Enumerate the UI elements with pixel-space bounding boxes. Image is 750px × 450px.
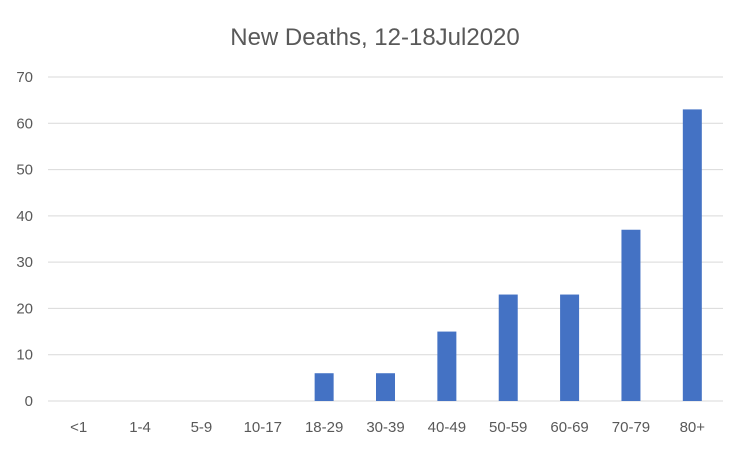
y-tick-label: 20 [16,300,33,317]
x-tick-label: 5-9 [191,419,213,436]
bar-70-79 [621,229,641,401]
y-tick-label: 60 [16,115,33,132]
y-tick-label: 10 [16,347,33,364]
x-tick-label: 80+ [680,419,706,436]
chart-title: New Deaths, 12-18Jul2020 [230,24,520,51]
y-tick-label: 70 [16,69,33,86]
bars [314,109,702,402]
y-tick-label: 30 [16,254,33,271]
x-axis-tick-labels: <1 1-4 5-9 10-17 18-29 30-39 40-49 50-59 60-69 70… [70,419,705,436]
bar-30-39 [376,373,395,401]
x-tick-label: 70-79 [612,419,650,436]
bar-60-69 [560,294,580,401]
y-tick-label: 40 [16,208,33,225]
bar-18-29 [314,373,334,401]
y-axis-tick-labels: 0 10 20 30 40 50 60 70 [16,69,33,410]
x-tick-label: 60-69 [550,419,588,436]
x-tick-label: 30-39 [366,419,404,436]
x-tick-label: 10-17 [244,419,282,436]
x-tick-label: 40-49 [428,419,466,436]
bar-40-49 [437,331,457,401]
y-tick-label: 50 [16,162,33,179]
x-tick-label: 1-4 [129,419,151,436]
bar-50-59 [498,294,518,401]
bar-80+ [682,109,702,402]
y-tick-label: 0 [25,393,33,410]
x-tick-label: 18-29 [305,419,343,436]
gridlines [48,76,723,402]
x-tick-label: 50-59 [489,419,527,436]
x-tick-label: <1 [70,419,87,436]
